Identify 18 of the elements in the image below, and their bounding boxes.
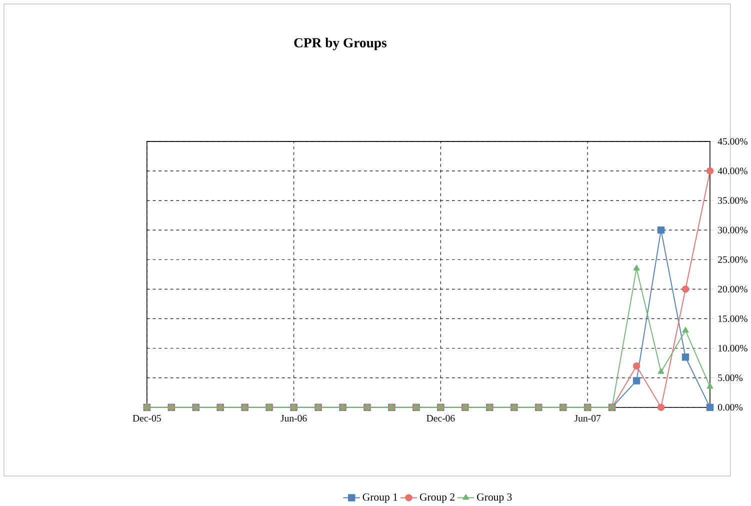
y-tick-label: 15.00% <box>718 315 748 322</box>
y-tick-label: 0.00% <box>718 404 743 411</box>
y-tick-label: 40.00% <box>718 168 748 174</box>
chart-title: CPR by Groups <box>294 38 387 50</box>
y-tick-label: 35.00% <box>718 197 748 204</box>
legend-label: Group 3 <box>477 493 512 503</box>
y-tick-label: 20.00% <box>718 286 748 293</box>
legend-label: Group 1 <box>362 493 398 503</box>
y-tick-label: 45.00% <box>718 138 748 145</box>
legend-label: Group 2 <box>420 493 454 503</box>
x-tick-label: Dec-05 <box>132 414 161 422</box>
y-tick-label: 25.00% <box>718 256 748 263</box>
x-tick-label: Jun-07 <box>574 414 601 422</box>
x-tick-label: Dec-06 <box>426 414 455 422</box>
y-tick-label: 5.00% <box>718 374 743 382</box>
x-tick-label: Jun-06 <box>280 414 307 422</box>
y-tick-label: 10.00% <box>718 344 748 352</box>
y-tick-label: 30.00% <box>718 226 748 234</box>
